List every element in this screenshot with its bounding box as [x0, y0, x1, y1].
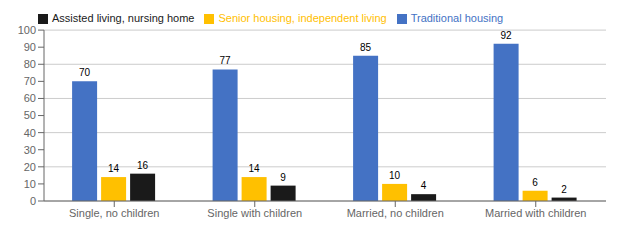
svg-text:Married, no children: Married, no children: [347, 207, 444, 219]
html-text:Senior housing, independent li: Senior housing, independent living: [218, 12, 387, 24]
svg-text:10: 10: [24, 178, 36, 190]
svg-text:70: 70: [79, 67, 91, 78]
svg-text:4: 4: [421, 180, 427, 191]
svg-text:50: 50: [24, 109, 36, 121]
svg-text:6: 6: [532, 177, 538, 188]
svg-text:20: 20: [24, 161, 36, 173]
svg-text:85: 85: [360, 42, 372, 53]
svg-text:70: 70: [24, 75, 36, 87]
svg-text:14: 14: [108, 163, 120, 174]
svg-text:92: 92: [501, 30, 513, 41]
svg-text:14: 14: [249, 163, 261, 174]
svg-text:100: 100: [18, 24, 36, 36]
svg-text:0: 0: [30, 195, 36, 207]
svg-text:80: 80: [24, 58, 36, 70]
html-text:Assisted living, nursing home: Assisted living, nursing home: [52, 12, 195, 24]
svg-text:10: 10: [389, 170, 401, 181]
svg-text:90: 90: [24, 41, 36, 53]
svg-text:60: 60: [24, 92, 36, 104]
svg-text:Single, no children: Single, no children: [69, 207, 160, 219]
svg-text:9: 9: [280, 172, 286, 183]
svg-text:16: 16: [137, 160, 149, 171]
html-text:Traditional housing: Traditional housing: [410, 12, 504, 24]
svg-text:2: 2: [561, 184, 567, 195]
svg-text:40: 40: [24, 127, 36, 139]
svg-text:30: 30: [24, 144, 36, 156]
svg-text:77: 77: [220, 55, 232, 66]
svg-text:Married with children: Married with children: [485, 207, 586, 219]
svg-text:Single with children: Single with children: [207, 207, 302, 219]
